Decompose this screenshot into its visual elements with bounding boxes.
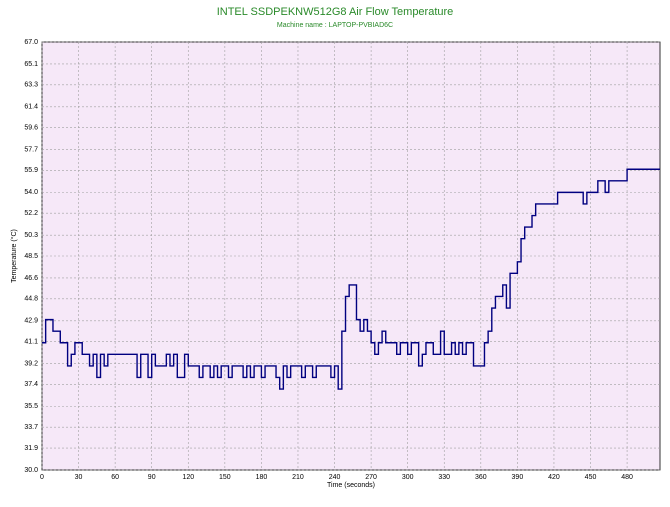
x-tick-label: 390	[512, 474, 524, 481]
y-tick-label: 35.5	[24, 403, 38, 410]
y-tick-label: 48.5	[24, 253, 38, 260]
x-tick-label: 210	[292, 474, 304, 481]
y-tick-label: 41.1	[24, 338, 38, 345]
x-tick-label: 120	[182, 474, 194, 481]
x-tick-label: 270	[365, 474, 377, 481]
x-tick-label: 60	[111, 474, 119, 481]
y-tick-label: 57.7	[24, 146, 38, 153]
y-tick-label: 52.2	[24, 210, 38, 217]
y-tick-label: 61.4	[24, 104, 38, 111]
y-tick-label: 39.2	[24, 360, 38, 367]
x-tick-label: 330	[438, 474, 450, 481]
chart-subtitle: Machine name : LAPTOP-PVBIAD6C	[277, 22, 393, 29]
y-tick-label: 59.6	[24, 124, 38, 131]
x-tick-label: 360	[475, 474, 487, 481]
y-tick-label: 46.6	[24, 275, 38, 282]
x-axis-label: Time (seconds)	[327, 482, 375, 489]
chart-title: INTEL SSDPEKNW512G8 Air Flow Temperature	[217, 6, 454, 18]
y-tick-label: 63.3	[24, 82, 38, 89]
x-tick-label: 240	[329, 474, 341, 481]
y-tick-label: 37.4	[24, 381, 38, 388]
y-tick-label: 30.0	[24, 467, 38, 474]
x-tick-label: 420	[548, 474, 560, 481]
x-tick-label: 0	[40, 474, 44, 481]
y-tick-label: 44.8	[24, 296, 38, 303]
y-axis-label: Temperature (°C)	[10, 229, 18, 283]
y-tick-label: 67.0	[24, 39, 38, 46]
y-tick-label: 50.3	[24, 232, 38, 239]
y-tick-label: 33.7	[24, 424, 38, 431]
y-tick-label: 55.9	[24, 167, 38, 174]
y-tick-label: 65.1	[24, 61, 38, 68]
x-tick-label: 30	[75, 474, 83, 481]
data-line	[42, 168, 660, 390]
y-tick-label: 54.0	[24, 189, 38, 196]
y-tick-label: 42.9	[24, 318, 38, 325]
x-tick-label: 300	[402, 474, 414, 481]
x-tick-label: 90	[148, 474, 156, 481]
x-tick-label: 480	[621, 474, 633, 481]
x-tick-label: 150	[219, 474, 231, 481]
x-tick-label: 180	[256, 474, 268, 481]
y-tick-label: 31.9	[24, 445, 38, 452]
x-tick-label: 450	[585, 474, 597, 481]
